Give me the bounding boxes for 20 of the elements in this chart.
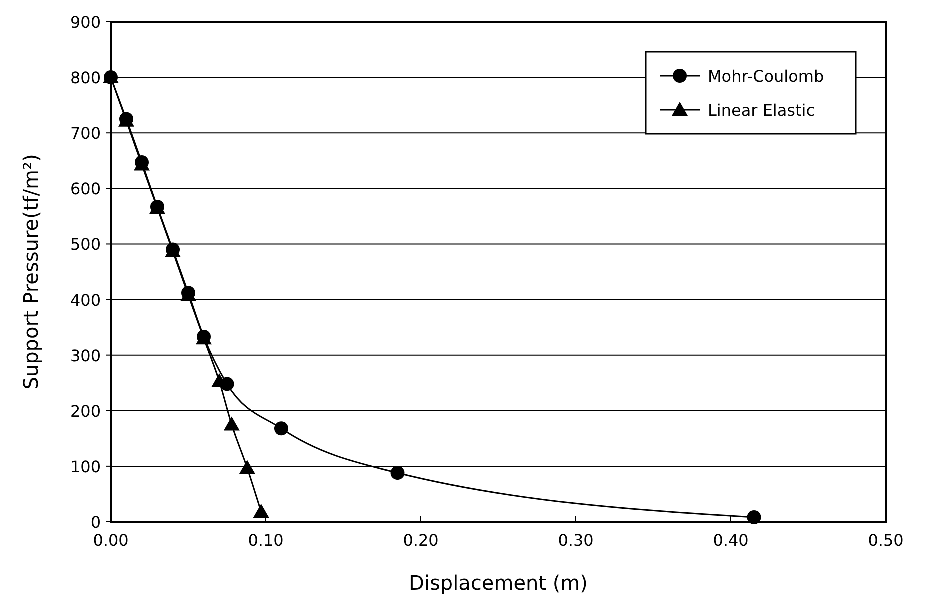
y-tick-label: 600 [70, 180, 101, 199]
x-tick-label: 0.10 [248, 531, 284, 550]
y-tick-label: 400 [70, 290, 101, 310]
y-tick-label: 500 [70, 235, 101, 254]
x-tick-label: 0.50 [868, 531, 904, 550]
y-tick-label: 200 [70, 402, 101, 421]
legend-label: Linear Elastic [708, 101, 816, 120]
x-tick-label: 0.40 [713, 531, 749, 550]
y-tick-label: 700 [70, 124, 101, 144]
y-tick-label: 900 [70, 13, 101, 32]
y-tick-label: 0 [90, 513, 101, 532]
x-tick-label: 0.00 [93, 531, 129, 550]
legend-label: Mohr-Coulomb [708, 67, 824, 86]
x-axis-title: Displacement (m) [409, 571, 588, 595]
y-tick-label: 800 [70, 68, 101, 88]
x-tick-label: 0.20 [403, 531, 439, 550]
x-tick-label: 0.30 [558, 531, 594, 550]
y-tick-label: 100 [70, 457, 101, 476]
y-tick-label: 300 [70, 346, 101, 366]
y-axis-title: Support Pressure(tf/m²) [19, 154, 43, 390]
